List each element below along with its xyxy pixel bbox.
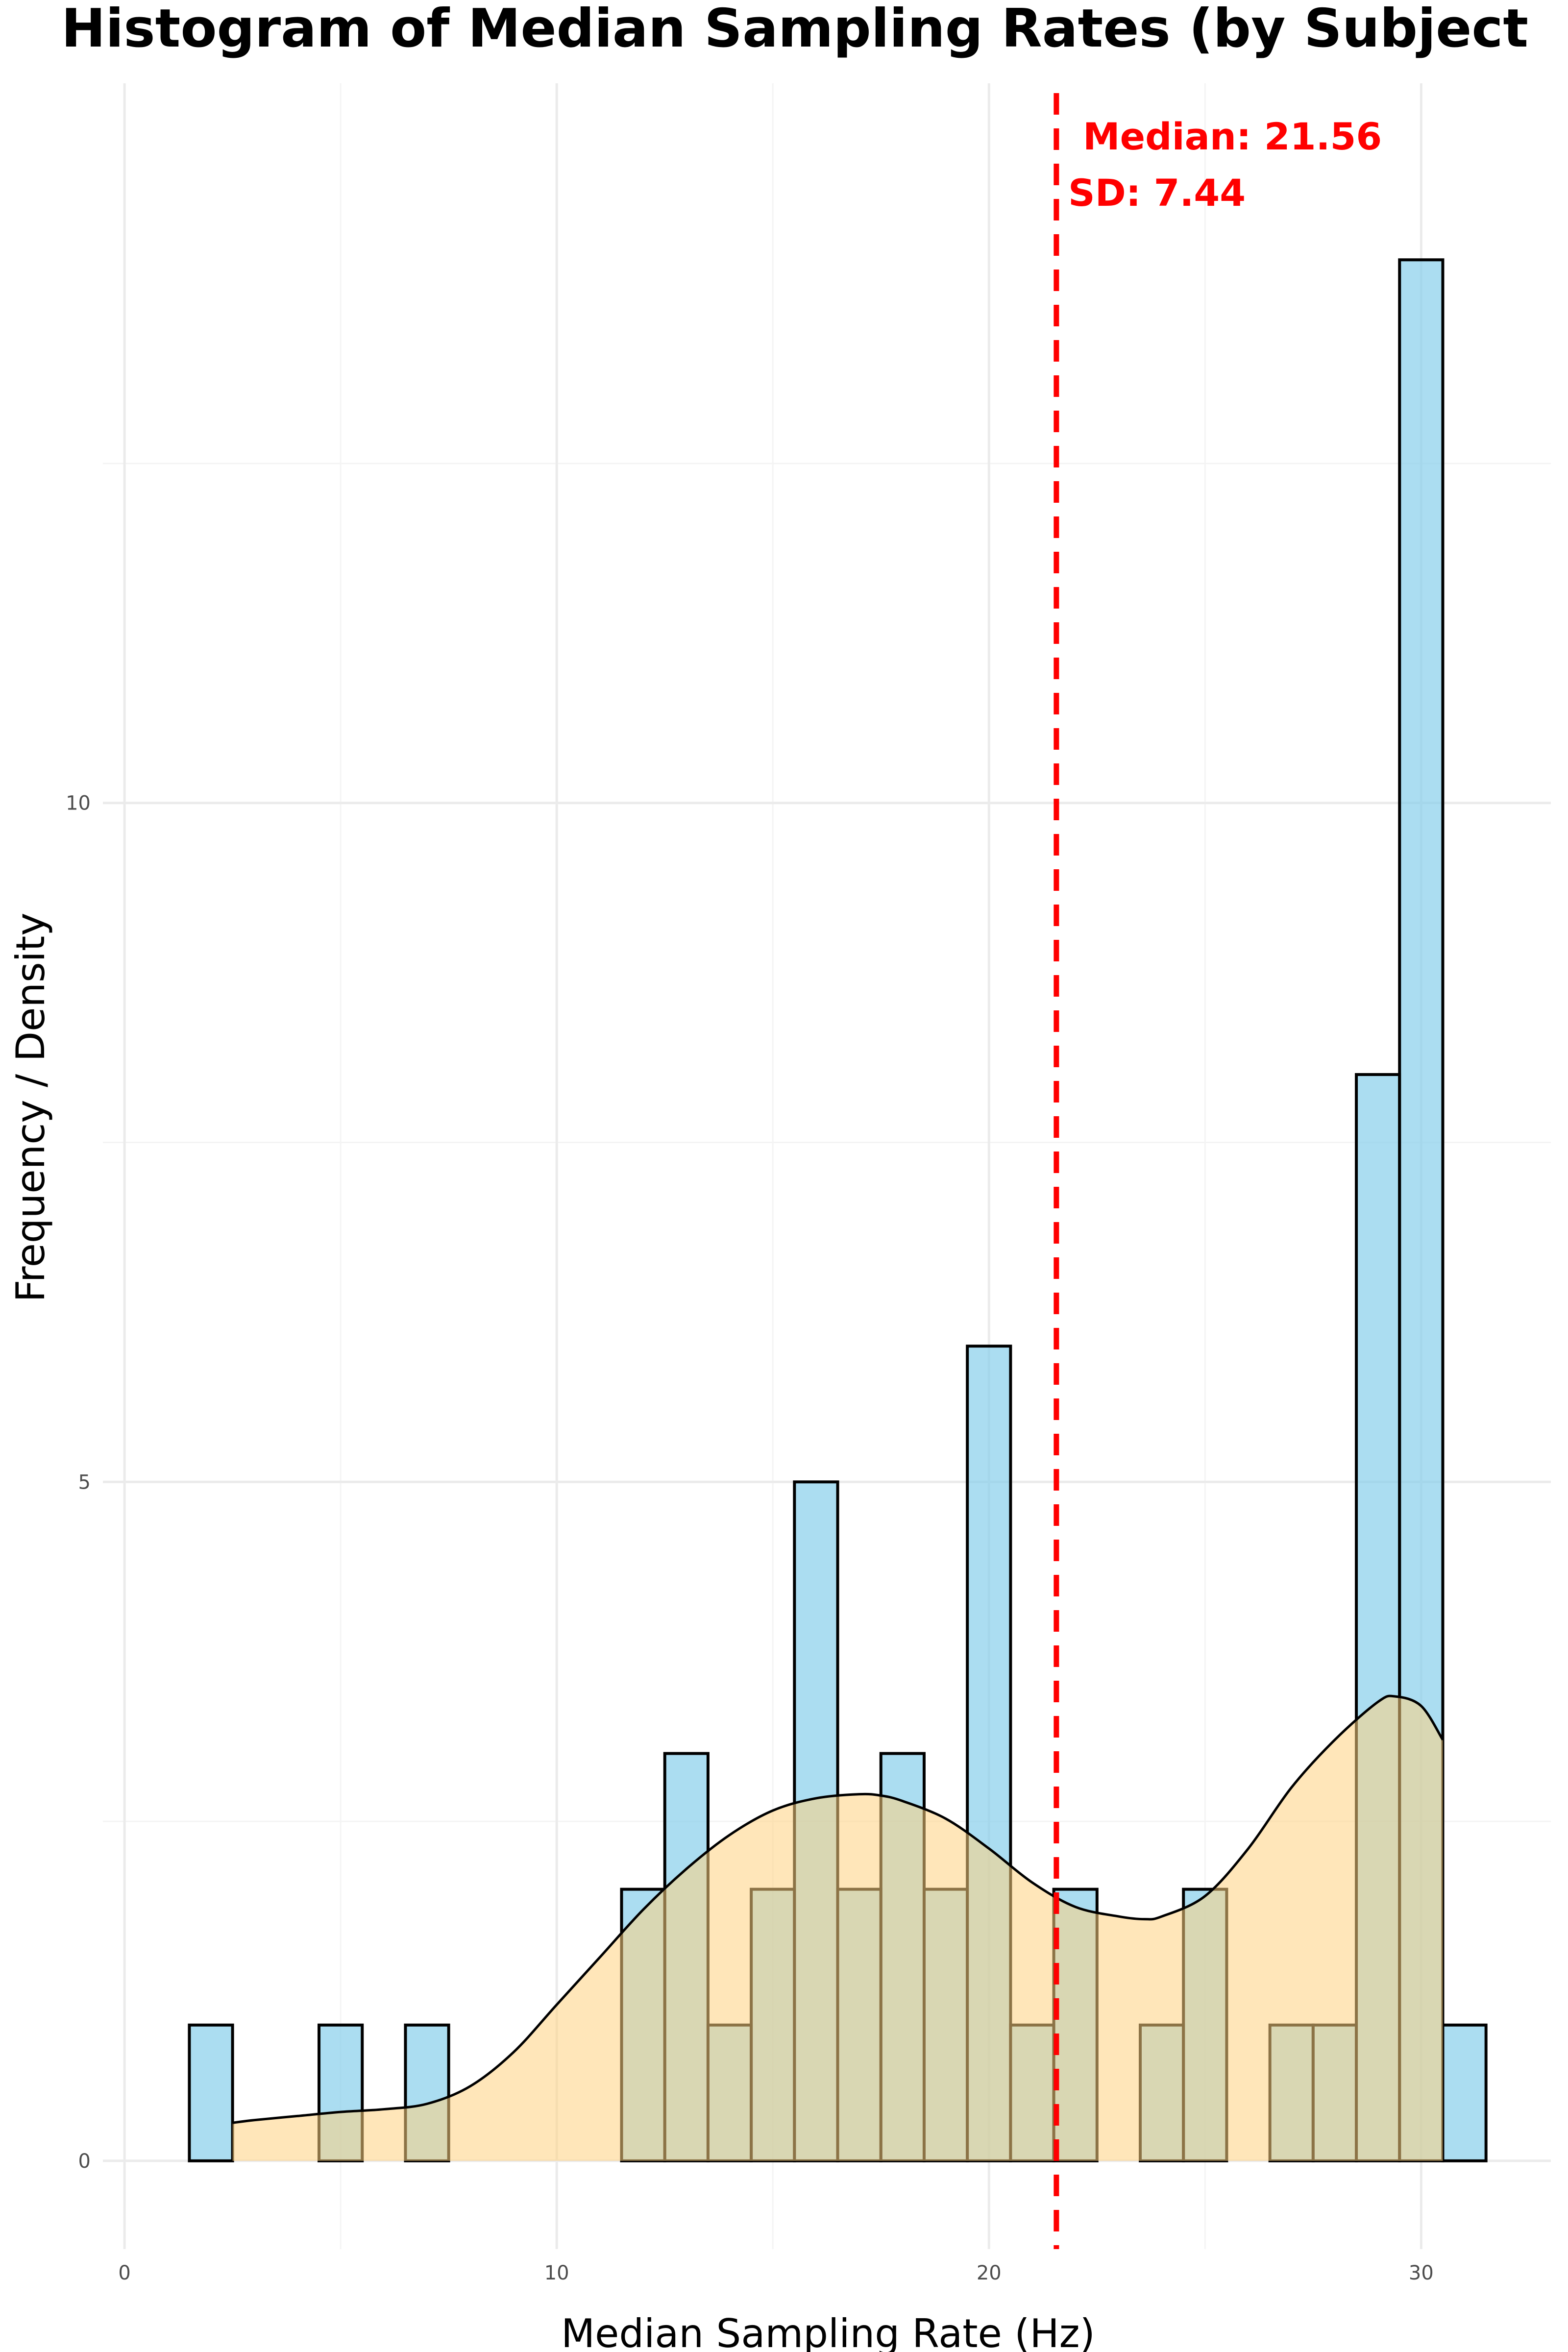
x-tick-label: 10 bbox=[544, 2262, 569, 2284]
sd-label: SD: 7.44 bbox=[1068, 171, 1246, 215]
histogram-bar bbox=[188, 2023, 234, 2162]
x-axis-title: Median Sampling Rate (Hz) bbox=[561, 2311, 1095, 2352]
median-label: Median: 21.56 bbox=[1083, 115, 1382, 158]
y-tick-label: 5 bbox=[78, 1471, 91, 1494]
y-tick-label: 0 bbox=[78, 2150, 91, 2173]
x-tick-label: 30 bbox=[1409, 2262, 1434, 2284]
histogram-bar bbox=[1441, 2023, 1488, 2162]
density-curve-line bbox=[232, 1694, 1444, 2124]
density-layer bbox=[232, 1694, 1444, 2161]
chart-title: Histogram of Median Sampling Rates (by S… bbox=[61, 0, 1528, 59]
ticks-layer: 0 10 20 30 0 5 10 bbox=[66, 792, 1434, 2284]
y-axis-title: Frequency / Density bbox=[8, 912, 53, 1302]
x-tick-label: 0 bbox=[118, 2262, 130, 2284]
x-tick-label: 20 bbox=[977, 2262, 1002, 2284]
density-area bbox=[232, 1696, 1443, 2161]
y-tick-label: 10 bbox=[66, 792, 91, 815]
